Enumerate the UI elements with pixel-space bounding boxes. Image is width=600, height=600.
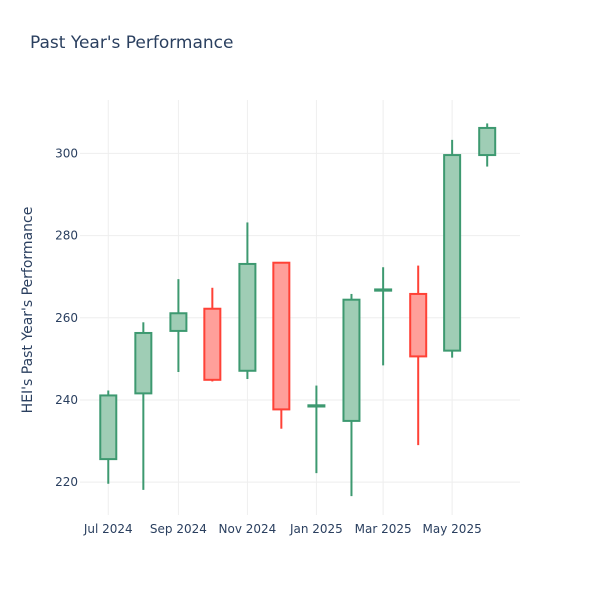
x-tick-label: May 2025 [423, 522, 482, 536]
candle-down [409, 265, 428, 446]
candle-up [443, 139, 462, 358]
x-tick-label: Jul 2024 [83, 522, 133, 536]
candle-body [272, 261, 291, 411]
candle-body [342, 298, 361, 422]
y-tick-label: 240 [55, 393, 78, 407]
x-axis: Jul 2024 Sep 2024 Nov 2024 Jan 2025 Mar 2025… [83, 522, 482, 536]
candle-body [374, 288, 393, 292]
candle-body [478, 126, 497, 157]
candle-body [169, 312, 188, 332]
candle-up [134, 322, 153, 490]
y-axis: 220 240 260 280 300 [55, 146, 78, 489]
candle-down [272, 261, 291, 429]
candle-up [169, 279, 188, 373]
y-tick-label: 280 [55, 229, 78, 243]
candle-up [238, 222, 257, 379]
x-tick-label: Jan 2025 [289, 522, 343, 536]
candle-down [203, 287, 222, 382]
candle-body [238, 262, 257, 372]
candle-up [478, 123, 497, 167]
candle-body [134, 331, 153, 395]
candle-body [443, 154, 462, 352]
candle-up [374, 267, 393, 366]
x-tick-label: Nov 2024 [219, 522, 277, 536]
candle-body [99, 394, 118, 461]
candle-up [342, 293, 361, 497]
y-tick-label: 220 [55, 475, 78, 489]
candles [99, 123, 497, 497]
x-tick-label: Mar 2025 [355, 522, 412, 536]
x-tick-label: Sep 2024 [150, 522, 207, 536]
candle-body [203, 307, 222, 381]
y-tick-label: 260 [55, 311, 78, 325]
candle-up [99, 390, 118, 484]
candle-up [307, 385, 326, 474]
y-tick-label: 300 [55, 146, 78, 160]
candle-body [409, 292, 428, 358]
candle-body [307, 404, 326, 408]
chart-title: Past Year's Performance [30, 33, 234, 53]
